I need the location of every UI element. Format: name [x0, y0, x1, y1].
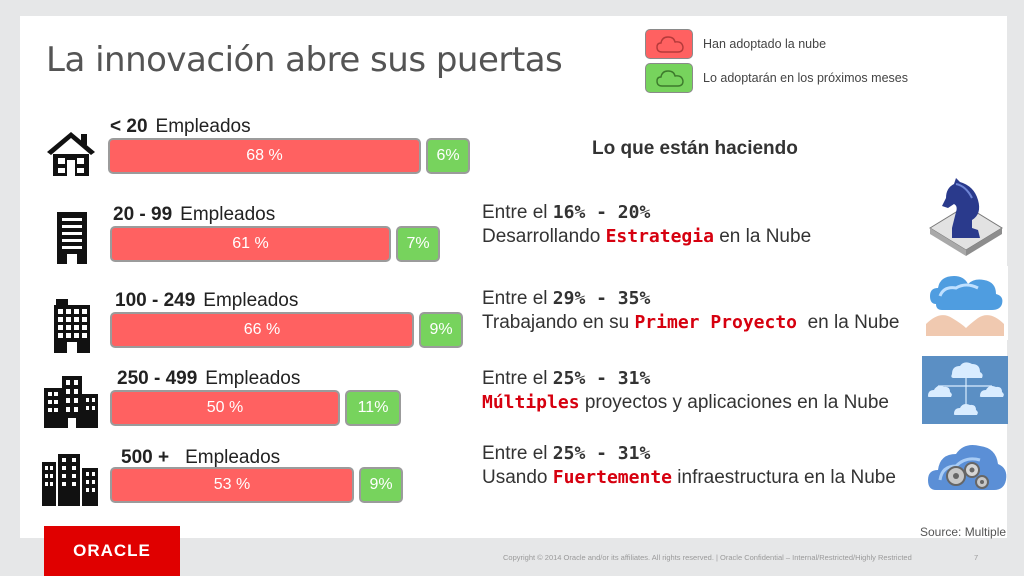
stat-description: Desarrollando Estrategia en la Nube [482, 225, 811, 249]
stat-text-before: Usando [482, 467, 553, 488]
slide-canvas [20, 16, 1007, 538]
stat-item: Entre el 16% - 20% Desarrollando Estrateg… [482, 201, 811, 249]
bar-will-adopt: 6% [426, 138, 470, 174]
stat-range: 25% - 31% [552, 368, 651, 389]
stat-description: Trabajando en su Primer Proyecto en la N… [482, 311, 900, 335]
bar-adopted: 66 % [110, 312, 414, 348]
stat-text-before: Desarrollando [482, 226, 606, 247]
stat-text-after: proyectos y aplicaciones en la Nube [579, 392, 890, 413]
bar-adopted: 61 % [110, 226, 391, 262]
legend-label: Han adoptado la nube [703, 37, 827, 51]
page-number: 7 [974, 553, 979, 562]
city-skyline-icon [42, 454, 98, 506]
category-label-1: < 20 Empleados [110, 116, 251, 138]
category-label-5: 500 + Empleados [121, 447, 280, 469]
legend-swatch-green-cloud [645, 63, 693, 93]
stat-text-after: en la Nube [797, 312, 900, 333]
stat-prefix: Entre el [482, 288, 553, 309]
stat-text-before: Trabajando en su [482, 312, 635, 333]
category-range: 500 + [121, 447, 170, 468]
stat-text-after: en la Nube [713, 226, 812, 247]
stat-highlight: Estrategia [605, 226, 714, 247]
house-icon [47, 132, 95, 176]
stat-highlight: Fuertemente [552, 467, 672, 488]
bar-will-adopt: 7% [396, 226, 440, 262]
category-unit: Empleados [185, 447, 281, 468]
category-label-2: 20 - 99 Empleados [113, 204, 275, 226]
stat-highlight: Múltiples [482, 392, 580, 413]
stat-item: Entre el 29% - 35% Trabajando en su Prime… [482, 287, 900, 335]
bar-adopted: 53 % [110, 467, 354, 503]
stat-item: Entre el 25% - 31% Usando Fuertemente inf… [482, 442, 896, 490]
category-unit: Empleados [180, 204, 276, 225]
cloud-in-hands-icon [922, 266, 1008, 340]
bar-will-adopt: 9% [359, 467, 403, 503]
stat-description: Múltiples proyectos y aplicaciones en la… [482, 391, 889, 415]
category-unit: Empleados [205, 368, 301, 389]
bar-will-adopt: 11% [345, 390, 401, 426]
stat-description: Usando Fuertemente infraestructura en la… [482, 466, 896, 490]
stat-highlight: Primer Proyecto [634, 312, 798, 333]
source-note: Source: Multiple [920, 525, 1007, 539]
legend-swatch-red-cloud [645, 29, 693, 59]
stat-prefix: Entre el [482, 443, 553, 464]
stat-range: 29% - 35% [552, 288, 651, 309]
category-range: 100 - 249 [115, 290, 196, 311]
category-range: < 20 [110, 116, 148, 137]
stat-range-line: Entre el 29% - 35% [482, 287, 900, 311]
category-unit: Empleados [155, 116, 251, 137]
category-range: 250 - 499 [117, 368, 198, 389]
cloud-icon [656, 70, 684, 87]
cloud-gears-icon [928, 445, 1007, 490]
office-tower-icon [57, 212, 87, 264]
category-label-4: 250 - 499 Empleados [117, 368, 300, 390]
chess-knight-icon [929, 178, 1003, 256]
category-label-3: 100 - 249 Empleados [115, 290, 298, 312]
bar-will-adopt: 9% [419, 312, 463, 348]
stat-range: 25% - 31% [552, 443, 651, 464]
stat-item: Entre el 25% - 31% Múltiples proyectos y … [482, 367, 889, 415]
footer-copyright: Copyright © 2014 Oracle and/or its affil… [503, 553, 912, 562]
section-heading: Lo que están haciendo [592, 138, 798, 159]
stat-prefix: Entre el [482, 368, 553, 389]
slide-title: La innovación abre sus puertas [46, 40, 563, 80]
stat-text-after: infraestructura en la Nube [672, 467, 896, 488]
category-range: 20 - 99 [113, 204, 173, 225]
cloud-icon [656, 36, 684, 53]
multiple-clouds-icon [922, 356, 1008, 424]
oracle-logo: ORACLE [44, 526, 180, 576]
bar-adopted: 50 % [110, 390, 340, 426]
stat-range-line: Entre el 25% - 31% [482, 367, 889, 391]
bar-adopted: 68 % [108, 138, 421, 174]
stat-range: 16% - 20% [552, 202, 651, 223]
stat-prefix: Entre el [482, 202, 553, 223]
apartment-building-icon [54, 299, 90, 353]
stat-range-line: Entre el 25% - 31% [482, 442, 896, 466]
office-complex-icon [44, 376, 98, 428]
stat-range-line: Entre el 16% - 20% [482, 201, 811, 225]
category-unit: Empleados [203, 290, 299, 311]
legend-label: Lo adoptarán en los próximos meses [703, 71, 908, 85]
